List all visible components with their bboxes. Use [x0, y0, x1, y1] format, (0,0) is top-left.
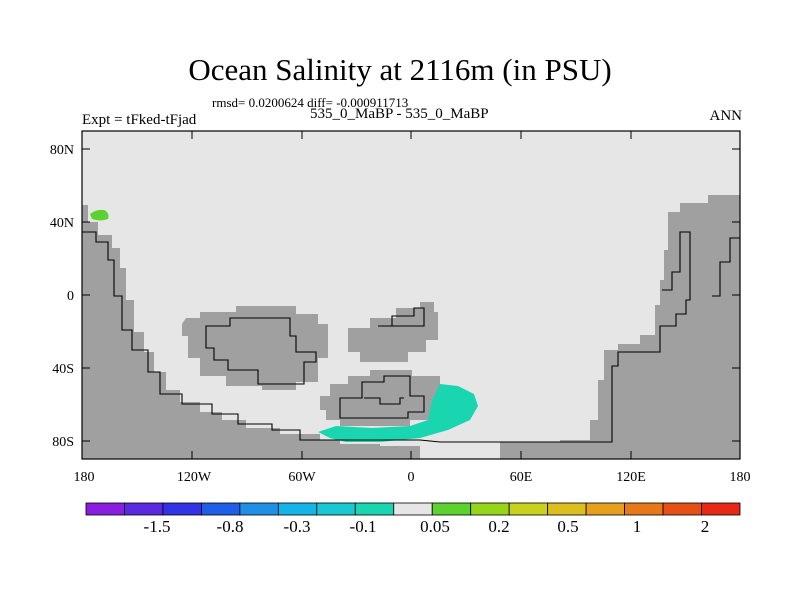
y-tick-label: 40S: [52, 362, 74, 377]
colorbar-swatch: [547, 502, 587, 516]
x-tick-label: 120W: [177, 470, 212, 485]
plot-title: Ocean Salinity at 2116m (in PSU): [188, 52, 612, 87]
colorbar-swatch: [201, 502, 241, 516]
colorbar-swatch: [662, 502, 702, 516]
x-tick-label: 180: [74, 470, 95, 485]
colorbar-label: -0.3: [284, 517, 311, 536]
land-west: [82, 205, 420, 459]
colorbar-swatch: [162, 502, 202, 516]
x-tick-label: 180: [730, 470, 751, 485]
land-island-central-north: [348, 302, 438, 362]
colorbar-label: -0.1: [350, 517, 377, 536]
colorbar-swatch: [431, 502, 472, 516]
y-axis: [82, 148, 740, 442]
colorbar-swatch: [470, 502, 510, 516]
season-label: ANN: [709, 108, 743, 124]
y-tick-label: 0: [67, 289, 74, 304]
x-tick-labels: 180 120W 60W 0 60E 120E 180: [74, 470, 751, 485]
y-tick-label: 40N: [50, 216, 74, 231]
land-island-west: [182, 306, 328, 390]
colorbar-swatch: [624, 502, 664, 516]
colorbar-swatch: [316, 502, 356, 516]
colorbar-swatch: [85, 502, 125, 516]
colorbar-label: -0.8: [217, 517, 244, 536]
colorbar-swatch: [393, 502, 433, 516]
colorbar-swatch: [354, 502, 395, 516]
case-label: 535_0_MaBP - 535_0_MaBP: [310, 106, 489, 122]
colorbar-swatch: [701, 502, 741, 516]
coastlines: [82, 231, 740, 443]
colorbar-label: 2: [701, 517, 710, 536]
experiment-label: Expt = tFked-tFjad: [82, 112, 197, 128]
rmsd-diff-stats: rmsd= 0.0200624 diff= -0.000911713: [212, 95, 409, 110]
colorbar-swatch: [239, 502, 279, 516]
colorbar-label: 0.5: [557, 517, 578, 536]
colorbar: [85, 502, 741, 516]
colorbar-swatch: [508, 502, 549, 516]
anomaly-negative: [318, 384, 478, 442]
x-tick-label: 120E: [616, 470, 646, 485]
y-tick-labels: 80N 40N 0 40S 80S: [50, 143, 74, 450]
colorbar-label: 0.05: [420, 517, 450, 536]
x-tick-label: 60W: [288, 470, 316, 485]
map-panel: [82, 131, 740, 459]
x-axis: [81, 131, 741, 459]
colorbar-swatch: [277, 502, 318, 516]
colorbar-label: -1.5: [144, 517, 171, 536]
colorbar-labels: -1.5 -0.8 -0.3 -0.1 0.05 0.2 0.5 1 2: [144, 517, 710, 536]
x-tick-label: 0: [408, 470, 415, 485]
colorbar-label: 0.2: [488, 517, 509, 536]
y-tick-label: 80S: [52, 435, 74, 450]
colorbar-label: 1: [633, 517, 642, 536]
x-tick-label: 60E: [510, 470, 533, 485]
y-tick-label: 80N: [50, 143, 74, 158]
colorbar-swatch: [585, 502, 625, 516]
colorbar-swatch: [124, 502, 164, 516]
anomaly-positive: [90, 209, 109, 221]
